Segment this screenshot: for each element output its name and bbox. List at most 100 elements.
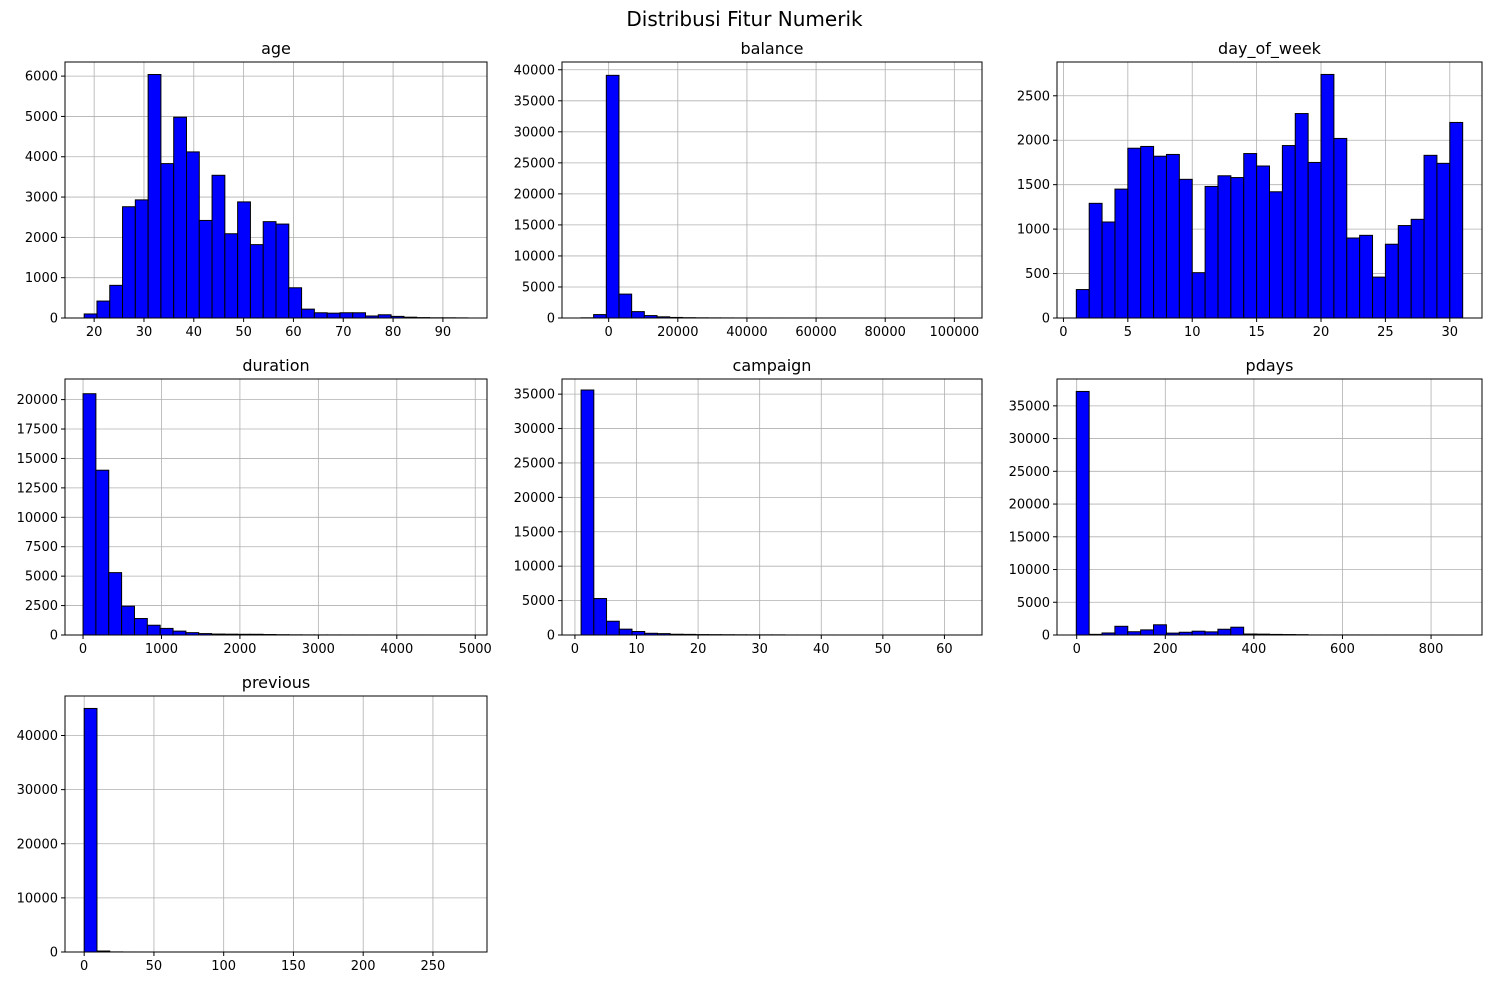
histogram-bar (1140, 629, 1155, 636)
histogram-bar (580, 389, 595, 636)
histogram-panel-day-of-week: 0 5 10 15 20 25 30 0 500 1000 1500 2000 2500 day_of_w… (1017, 39, 1483, 340)
x-tick-label: 30 (751, 642, 768, 657)
panel-title-pdays: pdays (1246, 356, 1294, 375)
y-tick-label: 10000 (514, 560, 555, 575)
x-tick-label: 70 (335, 325, 352, 340)
y-tick-label: 0 (1042, 312, 1050, 327)
y-tick-label: 1000 (1017, 223, 1050, 238)
x-tick-label: 20 (690, 642, 707, 657)
histogram-bar (262, 221, 277, 319)
x-tick-label: 40 (186, 325, 203, 340)
y-tick-label: 20000 (514, 491, 555, 506)
histogram-bar (96, 300, 111, 319)
x-tick-label: 250 (421, 959, 446, 974)
histogram-bar (1191, 272, 1206, 319)
histogram-bar (1140, 145, 1155, 319)
axes-frame (1056, 378, 1483, 636)
histogram-bar (173, 116, 187, 319)
histogram-bar (1230, 177, 1245, 319)
histogram-bar (605, 74, 620, 319)
histogram-bar (288, 287, 303, 319)
axes-frame (1056, 61, 1483, 319)
axes-frame (561, 378, 983, 636)
y-tick-label: 7500 (25, 540, 58, 555)
histogram-bar (1114, 188, 1129, 319)
axes-frame (561, 61, 983, 319)
x-tick-label: 10 (628, 642, 645, 657)
y-tick-label: 35000 (1009, 399, 1050, 414)
y-tick-label: 0 (547, 629, 555, 644)
x-tick-label: 80000 (865, 325, 906, 340)
panel-title-previous: previous (242, 673, 310, 692)
panel-title-campaign: campaign (733, 356, 812, 375)
histogram-bar (1281, 145, 1296, 319)
histogram-bar (1320, 73, 1335, 319)
x-tick-label: 3000 (302, 642, 335, 657)
histogram-bar (1333, 137, 1348, 319)
y-tick-label: 30000 (514, 125, 555, 140)
panel-title-day-of-week: day_of_week (1218, 39, 1322, 59)
y-tick-label: 2500 (25, 599, 58, 614)
x-tick-label: 30 (136, 325, 153, 340)
histogram-bar (1165, 153, 1180, 319)
y-tick-label: 25000 (514, 456, 555, 471)
histogram-bar (313, 312, 328, 319)
histogram-bar (1397, 225, 1412, 319)
y-tick-label: 0 (50, 629, 58, 644)
histogram-bar (109, 284, 124, 319)
histogram-bar (160, 163, 175, 319)
y-tick-label: 6000 (25, 70, 58, 85)
histogram-bar (1436, 162, 1451, 319)
histogram-bar (82, 393, 97, 636)
x-tick-label: 50 (146, 959, 163, 974)
y-tick-label: 0 (50, 946, 58, 961)
histogram-bar (198, 219, 213, 319)
panel-title-balance: balance (741, 39, 804, 58)
histogram-bar (326, 312, 341, 319)
x-tick-label: 2000 (223, 642, 256, 657)
x-tick-label: 200 (1153, 642, 1178, 657)
axes-background (65, 379, 487, 635)
histogram-bar (1114, 625, 1129, 636)
histogram-bar (1307, 161, 1322, 319)
histogram-bar (159, 627, 174, 636)
axes-background (65, 696, 487, 952)
y-tick-label: 10000 (17, 891, 58, 906)
x-tick-label: 20 (1313, 325, 1330, 340)
x-tick-label: 1000 (145, 642, 178, 657)
x-tick-label: 0 (1059, 325, 1067, 340)
y-tick-label: 2000 (1017, 134, 1050, 149)
histogram-bar (1153, 155, 1167, 319)
y-tick-label: 20000 (17, 837, 58, 852)
axes-background (562, 379, 982, 635)
x-tick-label: 10 (1184, 325, 1201, 340)
x-tick-label: 200 (351, 959, 376, 974)
histogram-bar (618, 628, 633, 636)
histogram-bar (1127, 147, 1142, 319)
x-tick-label: 0 (1073, 642, 1081, 657)
y-tick-label: 5000 (1017, 596, 1050, 611)
x-tick-label: 40000 (726, 325, 767, 340)
histogram-bar (1243, 153, 1258, 319)
y-tick-label: 3000 (25, 191, 58, 206)
y-tick-label: 0 (50, 312, 58, 327)
y-tick-label: 35000 (514, 388, 555, 403)
histogram-bar (1359, 234, 1374, 319)
x-tick-label: 400 (1241, 642, 1266, 657)
histogram-bar (618, 293, 633, 319)
histogram-bar (108, 572, 123, 636)
y-tick-label: 15000 (17, 452, 58, 467)
x-tick-label: 50 (875, 642, 892, 657)
x-tick-label: 100 (211, 959, 236, 974)
y-tick-label: 0 (547, 312, 555, 327)
histogram-bar (185, 151, 200, 319)
histogram-bar (1075, 289, 1090, 319)
y-tick-label: 1500 (1017, 178, 1050, 193)
x-tick-label: 600 (1330, 642, 1355, 657)
histogram-bar (1423, 154, 1438, 319)
histogram-bar (275, 223, 290, 319)
x-tick-label: 90 (435, 325, 452, 340)
histogram-bar (83, 707, 98, 953)
y-tick-label: 30000 (1009, 432, 1050, 447)
